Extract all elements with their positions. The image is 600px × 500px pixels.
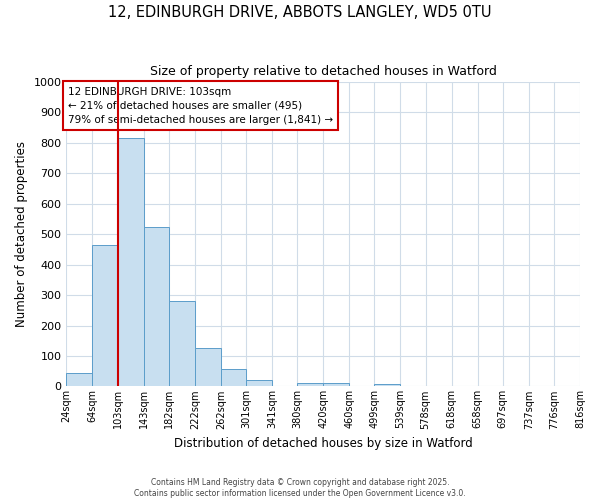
Bar bbox=[92, 245, 118, 386]
Title: Size of property relative to detached houses in Watford: Size of property relative to detached ho… bbox=[150, 65, 497, 78]
Y-axis label: Number of detached properties: Number of detached properties bbox=[15, 141, 28, 327]
Bar bbox=[221, 369, 246, 386]
Bar bbox=[323, 382, 349, 386]
Text: Contains HM Land Registry data © Crown copyright and database right 2025.
Contai: Contains HM Land Registry data © Crown c… bbox=[134, 478, 466, 498]
X-axis label: Distribution of detached houses by size in Watford: Distribution of detached houses by size … bbox=[174, 437, 473, 450]
Bar bbox=[297, 382, 323, 386]
Bar bbox=[246, 380, 272, 386]
Bar bbox=[143, 226, 169, 386]
Text: 12 EDINBURGH DRIVE: 103sqm
← 21% of detached houses are smaller (495)
79% of sem: 12 EDINBURGH DRIVE: 103sqm ← 21% of deta… bbox=[68, 86, 333, 124]
Text: 12, EDINBURGH DRIVE, ABBOTS LANGLEY, WD5 0TU: 12, EDINBURGH DRIVE, ABBOTS LANGLEY, WD5… bbox=[108, 5, 492, 20]
Bar bbox=[169, 301, 195, 386]
Bar bbox=[67, 372, 92, 386]
Bar bbox=[374, 384, 400, 386]
Bar bbox=[118, 138, 143, 386]
Bar bbox=[195, 348, 221, 387]
